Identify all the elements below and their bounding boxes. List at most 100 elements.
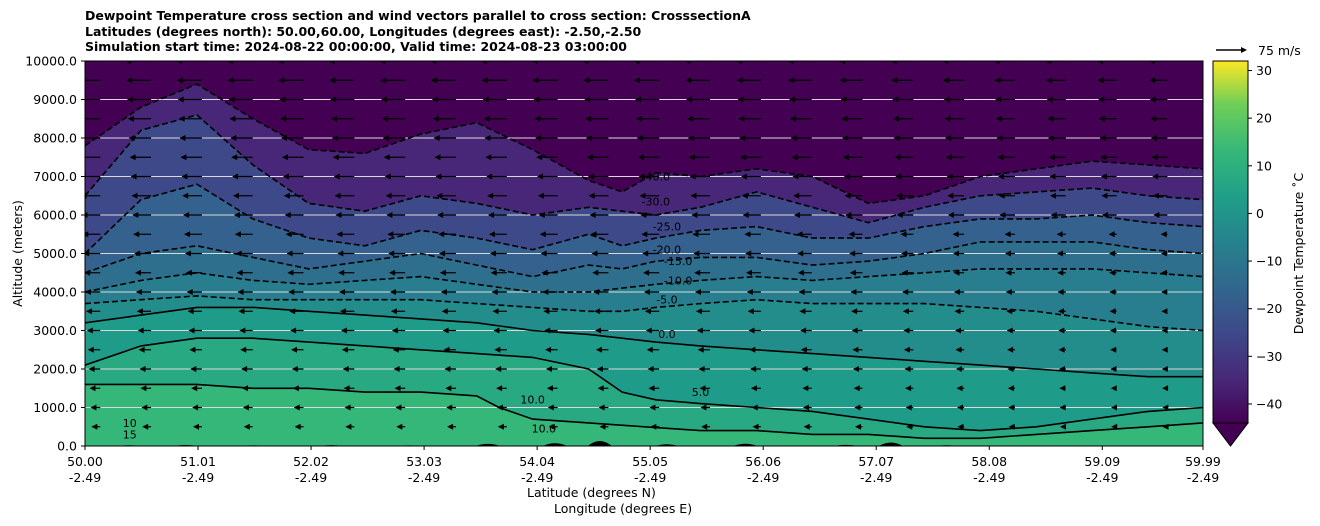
- wind-vector-head: [330, 96, 337, 103]
- wind-vector-head: [591, 250, 598, 257]
- x-axis: 50.00-2.4951.01-2.4952.02-2.4953.03-2.49…: [67, 446, 1221, 485]
- wind-vector-head: [482, 96, 489, 103]
- wind-vector-head: [1161, 346, 1168, 353]
- wind-vector-head: [187, 308, 194, 315]
- wind-vector-head: [955, 346, 962, 353]
- wind-vector-head: [1162, 423, 1169, 430]
- wind-vector-head: [642, 250, 649, 257]
- wind-vector-head: [481, 77, 488, 84]
- wind-vector-head: [643, 269, 650, 276]
- x-axis-label-latitude: Latitude (degrees N): [527, 485, 656, 500]
- wind-vector-head: [800, 327, 807, 334]
- wind-vector-head: [228, 96, 235, 103]
- y-tick-label: 3000.0: [33, 323, 77, 338]
- wind-vector-head: [840, 96, 847, 103]
- wind-vector-head: [892, 115, 899, 122]
- wind-vector-head: [292, 385, 299, 392]
- wind-vector-head: [646, 346, 653, 353]
- wind-vector-head: [796, 231, 803, 238]
- wind-vector-head: [942, 61, 949, 64]
- wind-vector-head: [283, 192, 290, 199]
- wind-vector-head: [232, 173, 239, 180]
- wind-vector-head: [443, 346, 450, 353]
- wind-vector-head: [132, 212, 139, 218]
- wind-vector-head: [694, 269, 701, 276]
- wind-vector-head: [230, 135, 237, 141]
- wind-vector-head: [189, 346, 196, 353]
- colorbar-tick-label: −30: [1256, 349, 1282, 364]
- wind-vector-head: [1110, 346, 1117, 353]
- wind-vector-head: [1161, 366, 1168, 372]
- wind-vector-head: [599, 423, 606, 430]
- wind-vector-head: [278, 77, 285, 84]
- wind-vector-head: [895, 173, 902, 180]
- wind-vector-head: [905, 404, 912, 411]
- wind-vector-head: [544, 327, 551, 334]
- wind-vector-head: [639, 192, 646, 199]
- wind-vector-head: [446, 404, 453, 411]
- wind-vector-head: [803, 404, 809, 411]
- colorbar-label: Dewpoint Temperature ˚C: [1291, 172, 1306, 334]
- x-tick-label-lon: -2.49: [182, 470, 214, 485]
- wind-vector-head: [1048, 154, 1055, 161]
- wind-vector-head: [383, 154, 390, 161]
- wind-vector-head: [336, 231, 343, 238]
- colorbar-ticks: −40 −30 −20 −10 0 10 20 30: [1248, 63, 1282, 411]
- colorbar-tick-label: 0: [1256, 206, 1264, 221]
- wind-vector-head: [1110, 385, 1117, 392]
- wind-vector-head: [539, 231, 546, 238]
- wind-vector-head: [582, 61, 589, 64]
- wind-vector-head: [854, 404, 861, 411]
- wind-vector-head: [1108, 250, 1115, 257]
- contour-label: 10.0: [520, 394, 545, 407]
- wind-vector-head: [798, 289, 805, 295]
- wind-vector-head: [131, 192, 138, 199]
- contour-label: -10.0: [664, 274, 692, 287]
- wind-vector-head: [438, 231, 445, 238]
- wind-vector-head: [338, 269, 345, 276]
- wind-vector-head: [699, 385, 706, 392]
- wind-vector-head: [1007, 366, 1014, 372]
- wind-vector-head: [546, 366, 552, 372]
- wind-vector-head: [583, 77, 590, 84]
- wind-vector-head: [1007, 385, 1014, 392]
- wind-vector-head: [236, 269, 243, 276]
- wind-vector-head: [543, 308, 550, 315]
- wind-vector-head: [487, 192, 494, 199]
- wind-vector-head: [282, 173, 289, 180]
- title-line-3: Simulation start time: 2024-08-22 00:00:…: [85, 39, 627, 54]
- wind-vector-head: [192, 404, 199, 411]
- wind-vector-head: [746, 269, 752, 276]
- wind-vector-head: [497, 404, 503, 411]
- wind-vector-head: [393, 366, 400, 372]
- wind-vector-head: [794, 212, 800, 218]
- wind-vector-head: [548, 423, 555, 430]
- wind-vector-head: [436, 192, 443, 199]
- wind-vector-head: [904, 366, 911, 372]
- wind-vector-head: [231, 154, 238, 161]
- wind-vector-head: [739, 135, 746, 141]
- wind-vector-head: [735, 61, 742, 64]
- wind-vector-head: [1005, 269, 1012, 276]
- wind-vector-head: [1148, 61, 1155, 64]
- wind-vector-head: [85, 231, 89, 238]
- x-tick-label-lon: -2.49: [634, 470, 666, 485]
- wind-vector-head: [645, 327, 652, 334]
- wind-vector-head: [77, 116, 83, 122]
- x-tick-label-lat: 51.01: [180, 454, 216, 469]
- wind-vector-head: [588, 192, 595, 199]
- contour-label: -15.0: [664, 255, 692, 268]
- wind-vector-head: [1152, 173, 1159, 180]
- wind-vector-head: [433, 135, 440, 141]
- wind-vector-head: [185, 269, 192, 276]
- wind-vector-head: [851, 308, 858, 315]
- wind-vector-head: [547, 404, 554, 411]
- contour-line--10: [85, 268, 1203, 293]
- wind-vector-head: [954, 289, 960, 295]
- wind-vector-head: [995, 115, 1002, 122]
- wind-vector-head: [340, 308, 346, 315]
- wind-vector-head: [1150, 135, 1157, 141]
- wind-vector-head: [227, 77, 234, 84]
- wind-vector-head: [740, 154, 747, 161]
